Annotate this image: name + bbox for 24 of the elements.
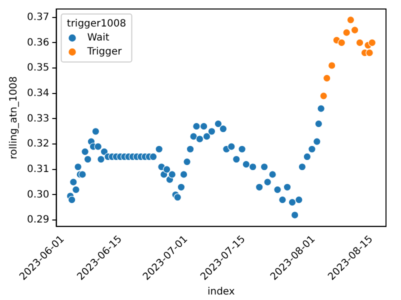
point: [356, 38, 364, 47]
legend-label: Wait: [87, 32, 110, 44]
y-tick-label: 0.31: [27, 164, 50, 175]
x-axis-title: index: [207, 286, 235, 298]
point: [328, 62, 336, 70]
y-tick-label: 0.34: [27, 88, 50, 99]
legend-label: Trigger: [86, 46, 123, 58]
point: [350, 26, 359, 34]
point: [322, 74, 331, 82]
y-tick-label: 0.30: [27, 189, 50, 200]
y-tick-label: 0.32: [27, 138, 50, 150]
point: [320, 92, 328, 100]
y-tick-label: 0.29: [27, 214, 50, 226]
y-tick-label: 0.35: [27, 62, 50, 74]
y-axis-title: rolling_atn_1008: [8, 76, 20, 160]
y-tick-label: 0.37: [27, 12, 50, 23]
y-tick-label: 0.33: [27, 113, 50, 124]
point: [338, 38, 346, 47]
point: [342, 28, 350, 36]
point: [366, 48, 374, 57]
y-tick-label: 0.36: [27, 37, 50, 48]
point: [346, 16, 355, 24]
legend-title: trigger1008: [66, 18, 126, 30]
point: [368, 38, 376, 47]
